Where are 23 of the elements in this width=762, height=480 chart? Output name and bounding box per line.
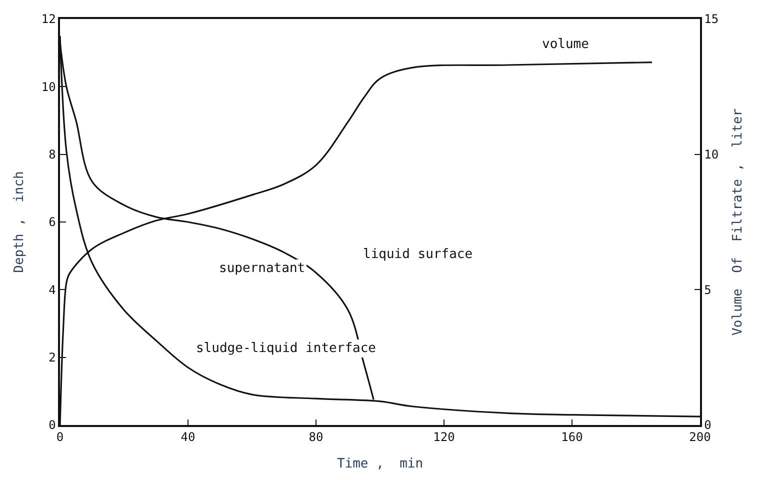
annotation: liquid surface <box>363 247 473 262</box>
x-tick-label: 200 <box>689 430 711 444</box>
y-tick-label: 10 <box>41 80 56 94</box>
y2-tick-label: 15 <box>704 12 719 26</box>
y2-tick-label: 10 <box>704 148 719 162</box>
y-tick-label: 12 <box>41 12 56 26</box>
y-tick-label: 2 <box>48 350 56 365</box>
y-tick-label: 0 <box>48 418 56 432</box>
y2-tick-label: 0 <box>704 418 712 432</box>
y2-tick-label: 5 <box>704 282 712 297</box>
y-axis-title: Depth , inch <box>12 171 27 273</box>
y2-axis-title: Volume Of Filtrate , liter <box>730 108 746 336</box>
y-tick-label: 4 <box>48 282 56 297</box>
y-tick-label: 8 <box>48 148 56 162</box>
annotation: sludge-liquid interface <box>196 341 376 356</box>
x-tick-label: 120 <box>433 430 455 444</box>
annotation: volume <box>542 37 590 52</box>
x-tick-label: 40 <box>180 430 196 444</box>
x-tick-label: 80 <box>308 430 324 444</box>
x-axis-title: Time , min <box>336 456 424 472</box>
y-tick-label: 6 <box>48 215 56 230</box>
annotation: supernatant <box>219 261 306 276</box>
x-tick-label: 160 <box>561 430 583 444</box>
